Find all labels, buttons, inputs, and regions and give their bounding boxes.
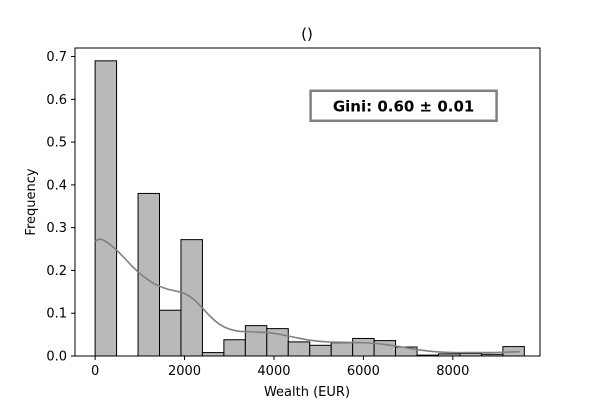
y-tick-label-0: 0.0	[46, 350, 67, 365]
x-axis-title: Wealth (EUR)	[264, 385, 350, 400]
y-tick-label-0.4: 0.4	[46, 178, 67, 193]
histogram-bar-3	[159, 309, 182, 357]
y-axis-title: Frequency	[24, 168, 39, 235]
histogram-bar-5	[201, 352, 225, 357]
y-axis: 0.0 0.1 0.2 0.3 0.4 0.5 0.6 0.7	[46, 50, 75, 365]
x-tick-label-0: 0	[91, 364, 99, 379]
x-tick-label-4000: 4000	[257, 364, 290, 379]
x-tick-label-2000: 2000	[168, 364, 201, 379]
x-tick-label-8000: 8000	[436, 364, 469, 379]
y-tick-label-0.6: 0.6	[46, 93, 67, 108]
y-tick-label-0.3: 0.3	[46, 221, 67, 236]
chart-title: ()	[301, 25, 313, 43]
x-tick-label-6000: 6000	[347, 364, 380, 379]
plot-area-frame	[74, 47, 541, 357]
annotation-box	[309, 89, 498, 123]
histogram-bar-10	[309, 344, 332, 357]
y-tick-label-0.1: 0.1	[46, 307, 67, 322]
annotation-text: Gini: 0.60 ± 0.01	[333, 97, 475, 115]
gini-annotation: Gini: 0.60 ± 0.01	[309, 89, 498, 123]
y-tick-label-0.5: 0.5	[46, 136, 67, 151]
histogram-bar-9	[287, 341, 311, 357]
histogram-bar-6	[223, 339, 246, 357]
y-tick-label-0.7: 0.7	[46, 50, 67, 65]
histogram-bar-0	[94, 60, 118, 357]
histogram-bar-7	[244, 325, 268, 357]
histogram-bar-12	[352, 337, 375, 357]
kde-curve	[94, 238, 520, 354]
y-tick-label-0.2: 0.2	[46, 264, 67, 279]
histogram-bar-11	[330, 342, 354, 357]
x-axis: 0 2000 4000 6000 8000	[91, 356, 469, 379]
